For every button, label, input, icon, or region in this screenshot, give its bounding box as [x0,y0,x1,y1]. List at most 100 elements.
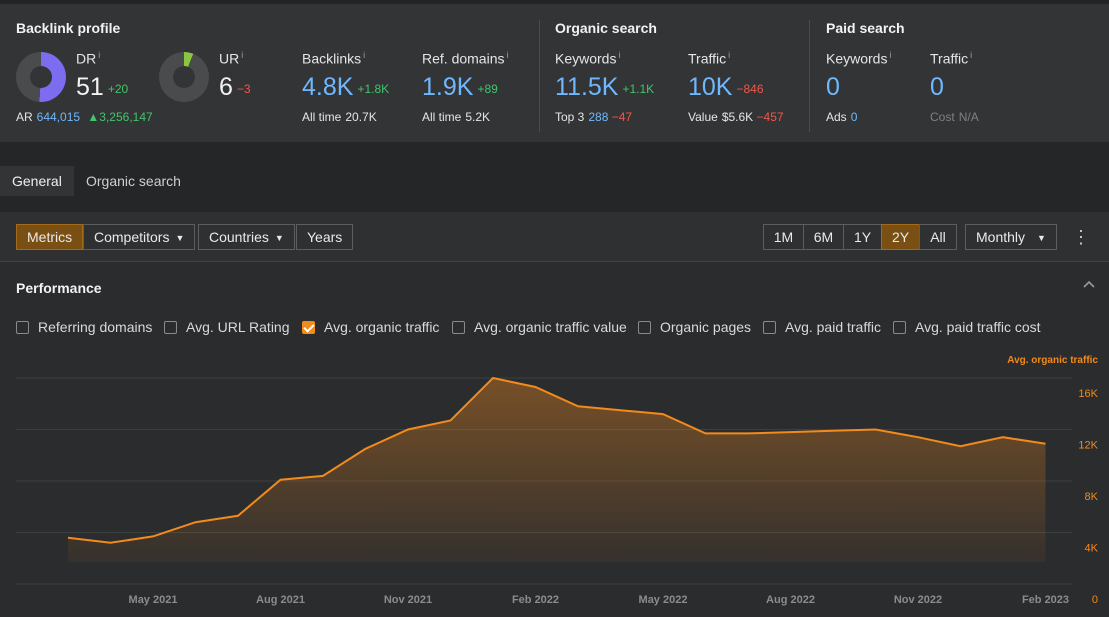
info-icon[interactable]: i [506,50,509,60]
data-point[interactable] [912,431,924,443]
data-point[interactable] [1040,438,1052,450]
ur-delta: −3 [236,82,251,96]
ads-row: Ads 0 [826,110,858,124]
y-axis-title: Avg. organic traffic [1007,355,1098,366]
ads-value[interactable]: 0 [850,110,858,124]
paid-traffic-label[interactable]: Traffic i [930,50,973,67]
organic-keywords-value[interactable]: 11.5K +1.1K [555,73,655,101]
performance-title: Performance [16,280,102,296]
caret-down-icon: ▼ [274,233,284,243]
data-point[interactable] [105,537,117,549]
organic-traffic-value[interactable]: 10K −846 [688,73,764,101]
legend-avg-url-rating[interactable]: Avg. URL Rating [164,318,290,336]
legend-referring-domains[interactable]: Referring domains [16,318,152,336]
x-tick-label: Feb 2023 [1022,594,1069,606]
paid-keywords-value[interactable]: 0 [826,73,840,101]
competitors-dropdown[interactable]: Competitors ▼ [83,224,196,250]
top3-value[interactable]: 288 [588,110,609,124]
top-edge [0,0,1109,4]
x-tick-label: Feb 2022 [512,594,559,606]
legend-avg-paid-traffic[interactable]: Avg. paid traffic [763,318,881,336]
organic-keywords-label[interactable]: Keywords i [555,50,621,67]
range-1m-button[interactable]: 1M [763,224,804,250]
data-point[interactable] [232,510,244,522]
info-icon[interactable]: i [728,50,731,60]
checkbox-checked-icon[interactable] [302,321,315,334]
data-point[interactable] [785,426,797,438]
backlinks-all-time: All time 20.7K [302,110,377,124]
data-point[interactable] [487,372,499,384]
info-icon[interactable]: i [363,50,366,60]
checkbox-icon[interactable] [452,321,465,334]
cost-row: Cost N/A [930,110,979,124]
dr-donut-chart [16,52,66,102]
data-point[interactable] [190,516,202,528]
backlinks-label[interactable]: Backlinks i [302,50,366,67]
chevron-up-icon[interactable] [1080,278,1098,296]
checkbox-icon[interactable] [893,321,906,334]
range-2y-button[interactable]: 2Y [881,224,920,250]
report-tabs: General Organic search [0,142,1109,212]
caret-down-icon: ▼ [175,233,185,243]
countries-dropdown[interactable]: Countries ▼ [198,224,295,250]
info-icon[interactable]: i [98,50,101,60]
data-point[interactable] [360,443,372,455]
paid-traffic-value[interactable]: 0 [930,73,944,101]
y-tick-label: 12K [1078,440,1098,452]
checkbox-icon[interactable] [16,321,29,334]
ref-domains-label[interactable]: Ref. domains i [422,50,509,67]
data-point[interactable] [955,440,967,452]
data-point[interactable] [742,427,754,439]
data-point[interactable] [657,408,669,420]
legend-avg-paid-traffic-cost[interactable]: Avg. paid traffic cost [893,318,1041,336]
more-options-icon[interactable]: ⋮ [1072,227,1090,247]
range-6m-button[interactable]: 6M [803,224,844,250]
legend-avg-organic-traffic[interactable]: Avg. organic traffic [302,318,439,336]
data-point[interactable] [402,424,414,436]
data-point[interactable] [870,424,882,436]
metrics-button[interactable]: Metrics [16,224,84,250]
performance-chart[interactable]: May 2021 Aug 2021 Nov 2021 Feb 2022 May 2022… [0,348,1109,617]
tab-organic-search[interactable]: Organic search [86,173,181,189]
paid-keywords-label[interactable]: Keywords i [826,50,892,67]
dr-label[interactable]: DR i [76,50,101,67]
data-point[interactable] [147,530,159,542]
checkbox-icon[interactable] [164,321,177,334]
section-divider [539,20,540,132]
data-point[interactable] [317,470,329,482]
ref-domains-value[interactable]: 1.9K +89 [422,73,498,101]
info-icon[interactable]: i [618,50,621,60]
organic-traffic-label[interactable]: Traffic i [688,50,731,67]
info-icon[interactable]: i [970,50,973,60]
info-icon[interactable]: i [889,50,892,60]
backlinks-value[interactable]: 4.8K +1.8K [302,73,390,101]
organic-traffic-line[interactable] [67,376,1046,544]
data-point[interactable] [530,381,542,393]
data-point[interactable] [445,414,457,426]
ur-donut-chart [159,52,209,102]
organic-search-title: Organic search [555,20,657,36]
data-point[interactable] [700,427,712,439]
tab-general[interactable]: General [0,166,74,196]
range-all-button[interactable]: All [919,224,957,250]
legend-avg-organic-traffic-value[interactable]: Avg. organic traffic value [452,318,627,336]
data-point[interactable] [615,404,627,416]
checkbox-icon[interactable] [763,321,776,334]
data-point[interactable] [827,425,839,437]
data-point[interactable] [62,532,74,544]
dr-value: 51 +20 [76,73,129,101]
ar-value-link[interactable]: 644,015 [36,110,81,124]
ur-label[interactable]: UR i [219,50,244,67]
x-tick-label: Aug 2021 [256,594,305,606]
interval-dropdown[interactable]: Monthly ▼ [965,224,1057,250]
data-point[interactable] [275,474,287,486]
traffic-value-delta: −457 [756,110,784,124]
metrics-panel: Backlink profile DR i 51 +20 UR i 6 −3 AR 644… [0,4,1109,142]
data-point[interactable] [572,400,584,412]
legend-organic-pages[interactable]: Organic pages [638,318,751,336]
info-icon[interactable]: i [241,50,244,60]
years-button[interactable]: Years [296,224,354,250]
range-1y-button[interactable]: 1Y [843,224,882,250]
checkbox-icon[interactable] [638,321,651,334]
data-point[interactable] [997,431,1009,443]
